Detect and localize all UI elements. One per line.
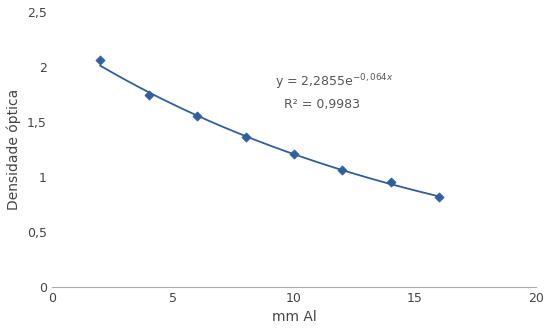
Point (144, 93, 153, 98)
Point (338, 167, 347, 173)
X-axis label: mm Al: mm Al (272, 310, 316, 324)
Text: R² = 0,9983: R² = 0,9983 (284, 98, 360, 111)
Y-axis label: Densidade óptica: Densidade óptica (7, 89, 21, 210)
Point (290, 151, 299, 156)
Point (96, 58, 105, 63)
Text: y = 2,2855e$^{-0,064x}$: y = 2,2855e$^{-0,064x}$ (274, 72, 393, 92)
Point (193, 114, 202, 119)
Point (435, 194, 444, 199)
Point (241, 135, 250, 140)
Point (386, 180, 395, 185)
